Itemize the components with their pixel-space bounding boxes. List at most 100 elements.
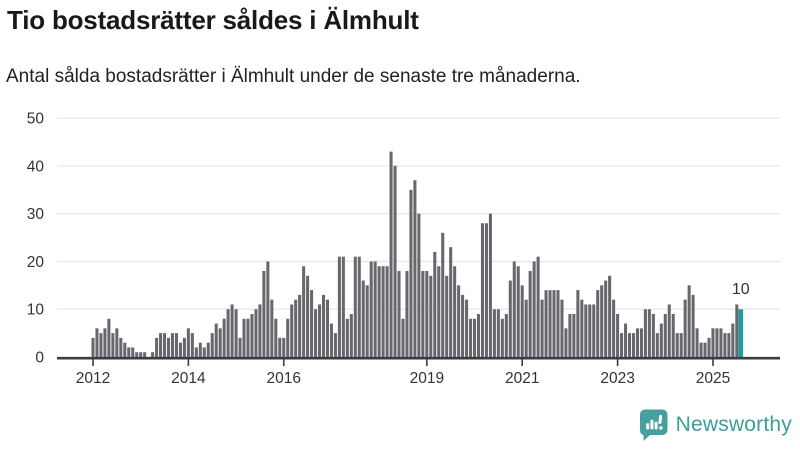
bar (703, 342, 707, 357)
bar (596, 290, 600, 357)
bar (584, 304, 588, 357)
bar (492, 309, 496, 357)
bar (627, 333, 632, 358)
bar (449, 247, 453, 357)
bar (612, 299, 616, 357)
bar (170, 333, 175, 358)
bar (695, 328, 699, 357)
bar (123, 342, 127, 357)
bar (405, 271, 409, 357)
bar (91, 337, 95, 357)
bar (536, 256, 540, 357)
bar (679, 333, 683, 358)
bar (572, 314, 576, 357)
last-value-label: 10 (732, 281, 750, 298)
bar (115, 328, 119, 357)
bar (655, 333, 659, 358)
bar (639, 328, 643, 357)
y-axis-label: 10 (27, 302, 45, 319)
bar (719, 328, 723, 357)
bar (488, 213, 492, 357)
bar (373, 261, 377, 357)
bar (465, 299, 469, 357)
x-axis-label: 2019 (410, 370, 444, 387)
bar (476, 314, 481, 357)
bar (166, 337, 171, 357)
bar (409, 189, 413, 357)
bar (262, 271, 266, 357)
bar (441, 232, 445, 357)
bar (139, 352, 143, 357)
bar (143, 352, 147, 357)
bar (266, 261, 270, 357)
bar (302, 266, 306, 357)
x-axis-label: 2021 (505, 370, 539, 387)
bar (353, 256, 357, 357)
highlighted-bar (738, 309, 744, 357)
bar (99, 333, 103, 358)
x-axis-label: 2016 (267, 370, 301, 387)
y-axis-label: 30 (27, 206, 45, 223)
bar (274, 318, 278, 357)
bar (735, 304, 739, 357)
bar (107, 318, 111, 357)
bar (325, 299, 329, 357)
newsworthy-brand-text: Newsworthy (675, 413, 792, 436)
bar (210, 333, 214, 358)
bar (687, 285, 691, 358)
bar (417, 213, 421, 357)
bar (548, 290, 552, 357)
bar (310, 290, 314, 357)
bar (699, 342, 703, 357)
bar (473, 318, 477, 357)
x-axis-label: 2014 (171, 370, 206, 387)
bar (461, 294, 465, 357)
bar (258, 304, 262, 357)
bar (190, 333, 194, 358)
bar (457, 285, 461, 358)
bar (508, 280, 512, 357)
bar (369, 261, 373, 357)
bar (214, 323, 218, 357)
bar (270, 299, 274, 357)
bar (365, 285, 369, 358)
bar (198, 342, 202, 357)
bar (524, 299, 528, 357)
bar (512, 261, 516, 357)
bar (246, 318, 250, 357)
bar (155, 337, 159, 357)
bar (349, 314, 353, 357)
bar (731, 323, 735, 357)
bar (282, 337, 286, 357)
bar (504, 314, 508, 357)
bar (624, 323, 628, 357)
x-axis-label: 2025 (696, 370, 730, 387)
bar (520, 285, 524, 358)
bar (675, 333, 679, 358)
bar (413, 180, 417, 357)
bar (556, 290, 560, 357)
bar (445, 275, 449, 357)
y-axis-label: 20 (27, 254, 45, 271)
bar (178, 342, 182, 357)
bar (242, 318, 246, 357)
bar (592, 304, 596, 357)
bar (453, 266, 457, 357)
bar (540, 299, 544, 357)
bar (691, 294, 695, 357)
bar (131, 347, 135, 357)
bar (202, 347, 206, 357)
bar (230, 304, 234, 357)
bar (576, 290, 580, 357)
bar (345, 318, 349, 357)
bar (318, 304, 322, 357)
bar (580, 299, 584, 357)
bar (667, 304, 671, 357)
bar (341, 256, 345, 357)
y-axis-label: 0 (35, 350, 44, 367)
bar (727, 333, 731, 358)
bar (651, 314, 655, 357)
bar (111, 333, 115, 358)
bar (500, 318, 504, 357)
